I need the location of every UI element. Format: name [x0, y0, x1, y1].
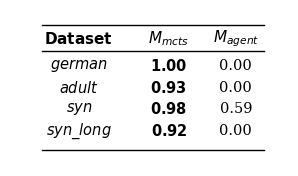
Text: $syn$: $syn$ — [66, 101, 92, 117]
Text: $\mathbf{1.00}$: $\mathbf{1.00}$ — [150, 58, 188, 74]
Text: $adult$: $adult$ — [59, 80, 99, 96]
Text: $german$: $german$ — [50, 57, 108, 74]
Text: 0.00: 0.00 — [220, 81, 252, 95]
Text: $syn\_long$: $syn\_long$ — [46, 121, 112, 141]
Text: 0.59: 0.59 — [220, 102, 252, 116]
Text: $\mathbf{0.98}$: $\mathbf{0.98}$ — [150, 101, 187, 117]
Text: $\mathbf{0.92}$: $\mathbf{0.92}$ — [150, 123, 187, 139]
Text: 0.00: 0.00 — [220, 59, 252, 73]
Text: $\mathbf{0.93}$: $\mathbf{0.93}$ — [150, 80, 187, 96]
Text: $\mathbf{Dataset}$: $\mathbf{Dataset}$ — [44, 31, 113, 47]
Text: $M_{mcts}$: $M_{mcts}$ — [148, 29, 189, 48]
Text: 0.00: 0.00 — [220, 124, 252, 138]
Text: $M_{agent}$: $M_{agent}$ — [213, 29, 259, 49]
